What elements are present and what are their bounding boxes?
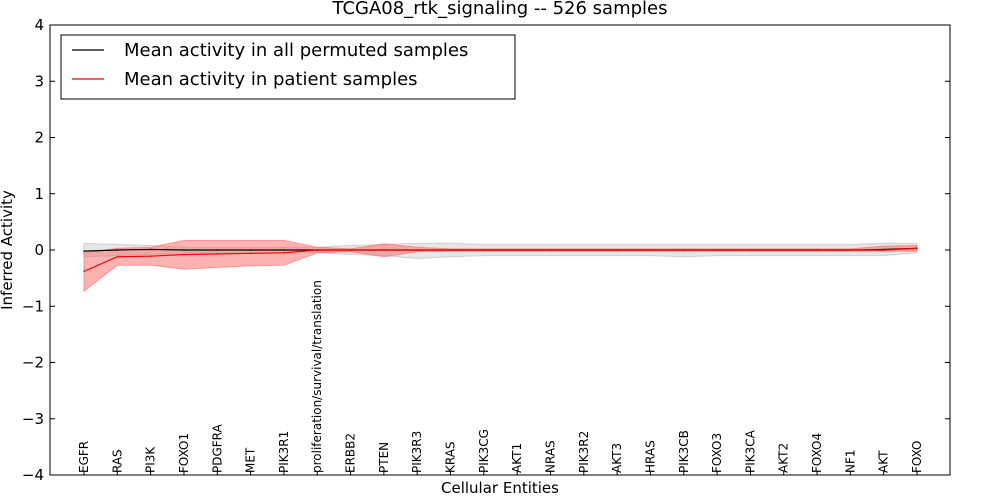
data-point-patient bbox=[216, 253, 219, 255]
data-point-patient bbox=[749, 249, 752, 251]
x-tick-label: FOXO1 bbox=[177, 433, 191, 473]
data-point-patient bbox=[283, 252, 285, 254]
data-point-patient bbox=[716, 249, 718, 251]
y-tick-label: 4 bbox=[34, 16, 44, 34]
data-point-patient bbox=[449, 249, 452, 251]
y-tick-label: 3 bbox=[34, 72, 44, 90]
x-tick-label: FOXO3 bbox=[710, 433, 724, 473]
x-tick-label: proliferation/survival/translation bbox=[310, 280, 324, 473]
data-point-patient bbox=[682, 249, 685, 251]
data-point-patient bbox=[349, 249, 352, 251]
x-tick-label: PDGFRA bbox=[210, 423, 224, 473]
data-point-patient bbox=[849, 249, 852, 251]
data-point-permuted bbox=[216, 249, 219, 251]
x-tick-label: NRAS bbox=[543, 440, 557, 473]
x-tick-label: PIK3R3 bbox=[410, 431, 424, 473]
y-tick-label: 1 bbox=[34, 185, 44, 203]
data-point-patient bbox=[782, 249, 785, 251]
legend-box bbox=[60, 34, 516, 100]
data-point-patient bbox=[483, 249, 485, 251]
data-point-permuted bbox=[149, 248, 152, 251]
series-lines bbox=[83, 247, 918, 273]
x-tick-label: PIK3CB bbox=[677, 430, 691, 473]
data-point-permuted bbox=[283, 249, 285, 251]
y-axis-label: Inferred Activity bbox=[0, 190, 16, 310]
x-tick-label: RAS bbox=[110, 449, 124, 473]
legend: Mean activity in all permuted samples Mea… bbox=[60, 34, 516, 100]
data-point-patient bbox=[649, 249, 652, 251]
data-point-permuted bbox=[83, 250, 85, 252]
x-tick-label: AKT1 bbox=[510, 443, 524, 473]
x-tick-label: PI3K bbox=[144, 446, 158, 473]
y-tick-label: −1 bbox=[22, 297, 44, 315]
x-tick-label: NF1 bbox=[843, 449, 857, 473]
x-tick-label: PTEN bbox=[377, 442, 391, 473]
x-tick-label: PIK3R1 bbox=[277, 431, 291, 473]
x-tick-label: PIK3R2 bbox=[577, 431, 591, 473]
x-tick-label: AKT2 bbox=[777, 443, 791, 473]
data-point-patient bbox=[149, 255, 152, 257]
data-point-patient bbox=[516, 249, 518, 251]
data-point-permuted bbox=[183, 249, 185, 251]
data-point-patient bbox=[549, 249, 552, 251]
data-point-patient bbox=[316, 249, 319, 251]
x-tick-label: FOXO4 bbox=[810, 433, 824, 473]
series-line-patient bbox=[83, 247, 918, 272]
data-point-patient bbox=[583, 249, 585, 251]
x-tick-label: KRAS bbox=[444, 441, 458, 473]
legend-entry: Mean activity in all permuted samples bbox=[124, 40, 468, 61]
band-patient bbox=[83, 239, 918, 293]
x-tick-label: PIK3CA bbox=[743, 429, 757, 473]
data-point-patient bbox=[916, 247, 918, 250]
data-point-patient bbox=[249, 252, 252, 255]
y-tick-label: −3 bbox=[22, 410, 44, 428]
x-tick-label: AKT bbox=[877, 450, 891, 473]
chart-title: TCGA08_rtk_signaling -- 526 samples bbox=[332, 0, 668, 19]
legend-entry: Mean activity in patient samples bbox=[124, 69, 418, 90]
data-point-patient bbox=[183, 253, 185, 256]
data-point-permuted bbox=[116, 249, 119, 251]
x-axis-label: Cellular Entities bbox=[441, 479, 559, 497]
x-tick-label: PIK3CG bbox=[477, 429, 491, 473]
x-tick-label: FOXO bbox=[910, 441, 924, 473]
x-axis: EGFR RAS PI3K FOXO1 PDGFRA MET PIK3R1 prolifera… bbox=[77, 280, 924, 475]
x-tick-label: MET bbox=[244, 447, 258, 473]
data-point-patient bbox=[882, 249, 885, 251]
data-point-patient bbox=[383, 249, 385, 251]
data-point-patient bbox=[616, 249, 618, 251]
x-tick-label: EGFR bbox=[77, 441, 91, 473]
x-tick-label: ERBB2 bbox=[344, 433, 358, 473]
y-tick-label: 2 bbox=[34, 129, 44, 147]
x-tick-label: AKT3 bbox=[610, 443, 624, 473]
y-tick-label: −2 bbox=[22, 354, 44, 372]
data-point-patient bbox=[83, 270, 85, 273]
y-axis: 4 3 2 1 0 −1 −2 −3 −4 bbox=[22, 16, 950, 484]
data-point-patient bbox=[416, 249, 419, 251]
data-point-patient bbox=[816, 249, 818, 251]
y-tick-label: 0 bbox=[34, 241, 44, 259]
x-tick-label: HRAS bbox=[643, 440, 657, 473]
data-point-patient bbox=[116, 255, 119, 258]
y-tick-label: −4 bbox=[22, 466, 44, 484]
data-point-permuted bbox=[249, 249, 252, 251]
confidence-bands bbox=[83, 239, 918, 293]
